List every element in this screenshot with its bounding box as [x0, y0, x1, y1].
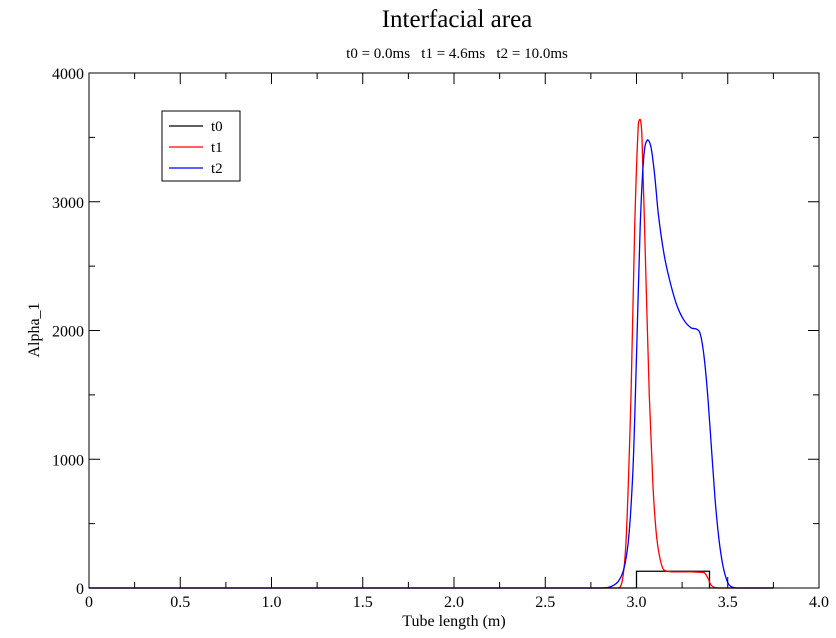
- ticks-layer: 0 0.5 1.0 1.5 2.0 2.5 3.0 3.5 4.0 0 1000 2000 3000 40…: [52, 66, 829, 611]
- series-layer: [88, 118, 774, 589]
- legend-items: t0 t1 t2: [169, 119, 223, 177]
- chart-title: Interfacial area: [382, 6, 533, 33]
- x-tick-label: 1.0: [262, 594, 282, 611]
- y-tick-label: 1000: [52, 452, 84, 469]
- legend: t0 t1 t2: [161, 110, 241, 182]
- legend-box: [161, 110, 241, 182]
- y-axis-label: Alpha_1: [26, 302, 43, 357]
- x-tick-label: 0: [85, 594, 93, 611]
- y-tick-label: 4000: [52, 66, 84, 83]
- series-line-t2: [88, 139, 774, 589]
- x-tick-label: 0.5: [170, 594, 190, 611]
- x-tick-label: 1.5: [353, 594, 373, 611]
- y-tick-label: 0: [76, 581, 84, 598]
- x-tick-label: 4.0: [809, 594, 829, 611]
- chart-subtitle: t0 = 0.0ms t1 = 4.6ms t2 = 10.0ms: [346, 46, 568, 62]
- x-tick-label: 3.0: [627, 594, 647, 611]
- x-tick-label: 2.0: [444, 594, 464, 611]
- x-tick-label: 2.5: [535, 594, 555, 611]
- legend-label-t1: t1: [211, 140, 223, 156]
- x-tick-label: 3.5: [718, 594, 738, 611]
- legend-label-t0: t0: [211, 119, 223, 135]
- y-tick-label: 3000: [52, 195, 84, 212]
- series-line-t1: [88, 118, 774, 589]
- legend-label-t2: t2: [211, 161, 223, 177]
- x-axis-label: Tube length (m): [402, 613, 505, 630]
- y-tick-label: 2000: [52, 324, 84, 341]
- series-line-t0: [88, 570, 774, 589]
